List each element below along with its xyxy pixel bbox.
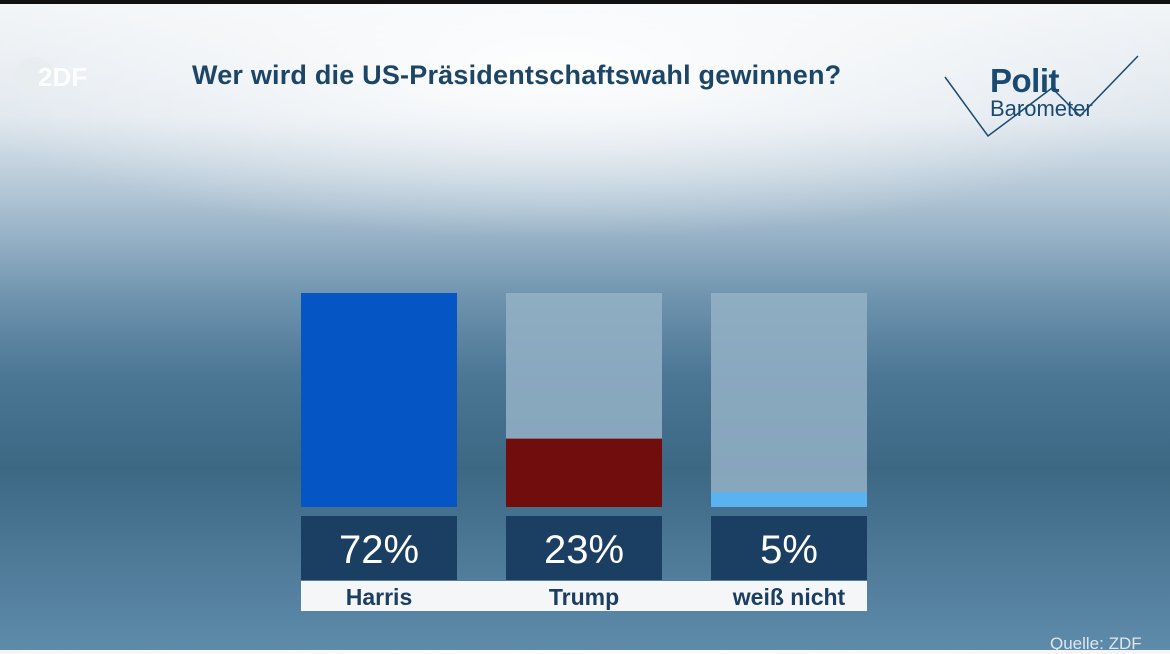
category-label: Harris [346,584,412,610]
data-label: 5% [760,528,818,572]
category-label: Trump [549,584,619,610]
bar [301,293,457,507]
svg-text:2DF: 2DF [38,62,87,92]
value-box [711,516,867,580]
page-title: Wer wird die US-Präsidentschaftswahl gew… [192,60,842,90]
value-box [506,516,662,580]
category-label-box [711,581,867,611]
category-label: weiß nicht [732,584,846,610]
source-note: Quelle: ZDF [1050,634,1142,653]
category-label-box [506,581,662,611]
bar [711,492,867,507]
category-label-box [301,581,457,611]
data-label: 23% [544,528,624,572]
bar-track [711,293,867,507]
bar [506,438,662,507]
politbarometer-logo-barometer: Barometer [990,96,1093,121]
top-border [0,0,1170,4]
politbarometer-logo-mark [944,55,1139,138]
politbarometer-logo-polit: Polit [990,62,1060,99]
value-box [301,516,457,580]
zdf-logo: 2DF [14,57,87,97]
data-label: 72% [339,528,419,572]
